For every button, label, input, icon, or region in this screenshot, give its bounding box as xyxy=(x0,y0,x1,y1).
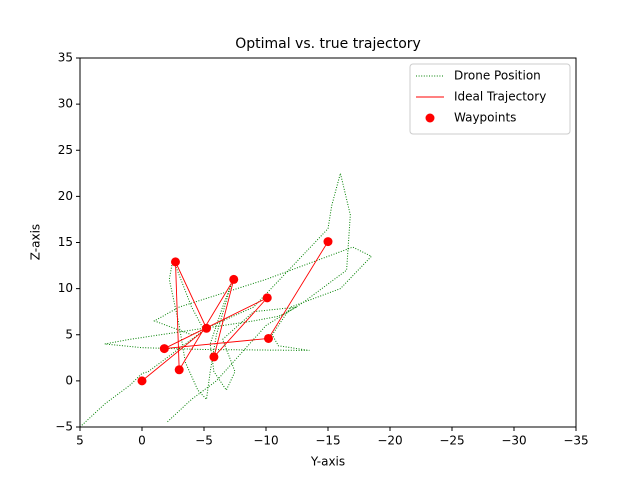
x-tick-label: −5 xyxy=(195,434,213,448)
waypoint xyxy=(229,274,239,284)
x-tick-label: −25 xyxy=(439,434,464,448)
legend-marker xyxy=(425,113,435,123)
plot-area xyxy=(80,173,373,427)
y-tick-label: 0 xyxy=(65,373,73,387)
y-tick-label: −5 xyxy=(55,420,73,434)
waypoint xyxy=(323,237,333,247)
x-tick-label: 0 xyxy=(138,434,146,448)
waypoint xyxy=(201,323,211,333)
x-tick-label: −20 xyxy=(377,434,402,448)
waypoint xyxy=(209,352,219,362)
chart-title: Optimal vs. true trajectory xyxy=(235,36,421,52)
x-tick-label: −30 xyxy=(501,434,526,448)
x-tick-label: −35 xyxy=(563,434,588,448)
x-tick-label: −10 xyxy=(253,434,278,448)
legend-label: Ideal Trajectory xyxy=(454,90,546,104)
y-tick-label: 15 xyxy=(58,235,73,249)
ideal-path xyxy=(141,241,329,382)
waypoint xyxy=(263,333,273,343)
y-tick-label: 5 xyxy=(65,327,73,341)
legend-box xyxy=(409,63,571,135)
waypoint xyxy=(159,344,169,354)
y-tick-label: 25 xyxy=(58,143,73,157)
y-tick-label: 35 xyxy=(58,51,73,65)
y-axis-label: Z-axis xyxy=(29,224,43,260)
y-tick-label: 30 xyxy=(58,97,73,111)
drone-path xyxy=(80,173,373,427)
x-tick-label: 5 xyxy=(76,434,84,448)
x-tick-label: −15 xyxy=(315,434,340,448)
waypoint xyxy=(174,365,184,375)
y-tick-label: 10 xyxy=(58,281,73,295)
plot-frame xyxy=(79,57,577,428)
waypoint xyxy=(137,376,147,386)
waypoint xyxy=(262,293,272,303)
x-axis-label: Y-axis xyxy=(310,455,345,469)
y-tick-label: 20 xyxy=(58,189,73,203)
waypoint xyxy=(170,257,180,267)
legend-label: Waypoints xyxy=(454,111,516,125)
legend-label: Drone Position xyxy=(454,69,541,83)
